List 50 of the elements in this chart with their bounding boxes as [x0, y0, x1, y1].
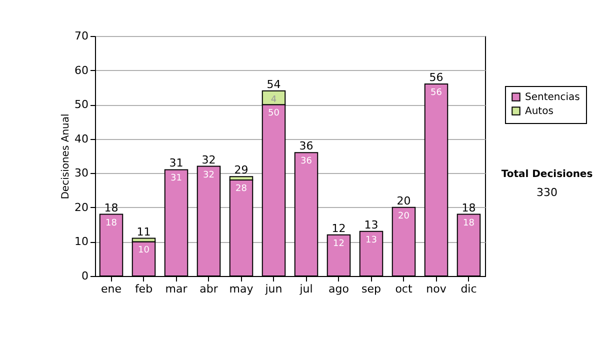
- x-tick-label: abr: [200, 282, 218, 296]
- x-tick-label: jun: [264, 282, 282, 296]
- total-label: 56: [429, 71, 444, 84]
- y-axis-title: Decisiones Anual: [60, 114, 72, 200]
- data-label: 18: [463, 218, 475, 228]
- data-label: 18: [106, 218, 118, 228]
- x-tick-label: ago: [328, 282, 350, 296]
- y-tick-label: 10: [74, 235, 88, 248]
- data-label: 36: [300, 156, 312, 167]
- y-tick-label: 50: [74, 98, 88, 112]
- data-label: 32: [203, 170, 214, 180]
- y-tick-label: 20: [74, 200, 88, 214]
- x-tick-label: may: [229, 282, 254, 296]
- data-label: 28: [236, 184, 248, 194]
- y-tick-label: 0: [82, 270, 88, 282]
- total-label: 20: [396, 194, 411, 208]
- x-tick-label: feb: [134, 282, 153, 296]
- x-tick-label: oct: [395, 282, 413, 296]
- data-label: 10: [138, 246, 150, 256]
- text: Total Decisiones: [501, 169, 593, 180]
- y-tick-label: 60: [74, 64, 88, 77]
- total-label: 13: [364, 218, 378, 232]
- x-tick-label: nov: [426, 282, 447, 296]
- total-label: 29: [234, 164, 248, 177]
- x-tick-label: dic: [460, 282, 477, 296]
- total-label: 11: [136, 225, 151, 238]
- legend-label: Autos: [525, 106, 554, 117]
- data-label: 31: [170, 174, 182, 184]
- total-label: 18: [462, 201, 476, 214]
- data-label: 13: [366, 235, 377, 246]
- data-label: 56: [430, 88, 442, 98]
- text: 330: [536, 186, 558, 199]
- x-tick-label: mar: [165, 282, 188, 296]
- x-tick-label: jul: [298, 282, 313, 296]
- total-label: 32: [202, 153, 216, 166]
- total-label: 36: [299, 140, 314, 153]
- legend-label: Sentencias: [525, 92, 580, 103]
- x-tick-label: ene: [100, 282, 122, 296]
- total-label: 31: [169, 156, 184, 170]
- y-tick-label: 40: [74, 132, 88, 146]
- total-label: 18: [104, 201, 118, 214]
- data-label: 20: [398, 211, 410, 222]
- y-tick-label: 70: [74, 30, 88, 42]
- data-label: 12: [333, 238, 344, 249]
- total-label: 54: [266, 78, 281, 91]
- x-tick-label: sep: [362, 282, 382, 296]
- y-tick-label: 30: [74, 166, 88, 180]
- data-label: 4: [270, 94, 277, 105]
- total-label: 12: [332, 222, 346, 235]
- data-label: 50: [268, 108, 280, 119]
